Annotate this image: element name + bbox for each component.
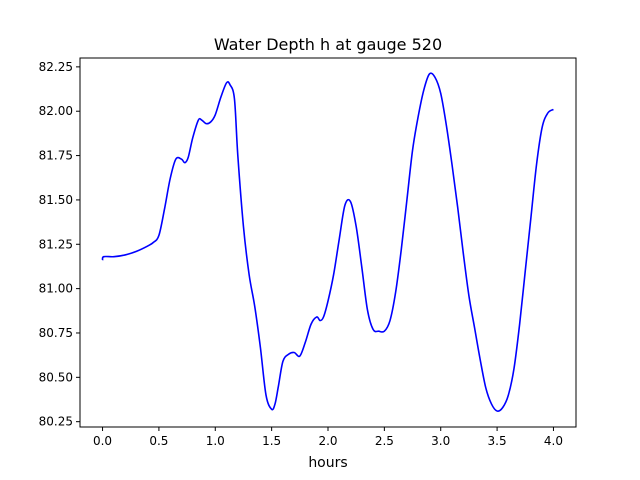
y-tick-label: 82.00 xyxy=(39,104,73,118)
x-tick-label: 0.0 xyxy=(93,434,112,448)
x-tick-label: 3.0 xyxy=(431,434,450,448)
axes-frame xyxy=(79,57,577,428)
x-tick-label: 4.0 xyxy=(544,434,563,448)
x-tick-label: 2.0 xyxy=(318,434,337,448)
x-tick-label: 1.0 xyxy=(206,434,225,448)
y-tick-label: 80.50 xyxy=(39,370,73,384)
y-tick-label: 82.25 xyxy=(39,60,73,74)
x-tick-label: 1.5 xyxy=(262,434,281,448)
water-depth-line xyxy=(101,72,554,412)
y-tick-label: 81.25 xyxy=(39,237,73,251)
x-tick-label: 2.5 xyxy=(375,434,394,448)
x-axis-label: hours xyxy=(308,455,347,471)
chart-title: Water Depth h at gauge 520 xyxy=(214,35,442,54)
x-tick-label: 3.5 xyxy=(488,434,507,448)
y-tick-label: 80.75 xyxy=(39,326,73,340)
y-tick-label: 81.00 xyxy=(39,282,73,296)
plot-area: 0.0 0.5 1.0 1.5 2.0 2.5 3.0 3.5 4.0 80.25 80.50 80.… xyxy=(39,60,563,448)
y-tick-label: 80.25 xyxy=(39,415,73,429)
y-tick-label: 81.50 xyxy=(39,193,73,207)
y-tick-label: 81.75 xyxy=(39,149,73,163)
x-tick-label: 0.5 xyxy=(149,434,168,448)
